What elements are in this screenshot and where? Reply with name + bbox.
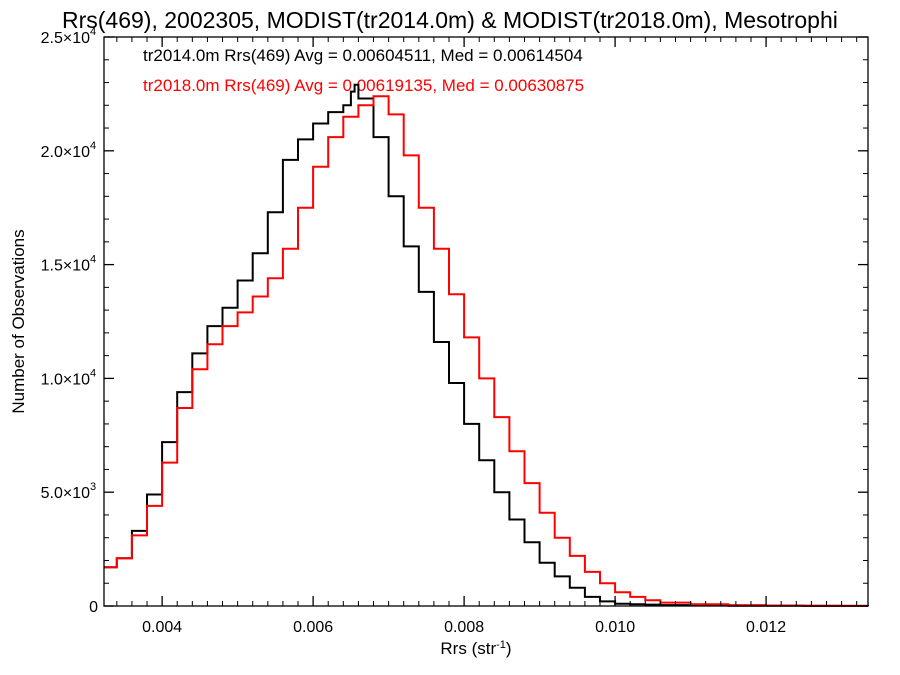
- y-tick-exponent: 4: [90, 254, 96, 266]
- legend-entry-tr2014: tr2014.0m Rrs(469) Avg = 0.00604511, Med…: [143, 46, 583, 65]
- y-tick-label: 2.0×10: [41, 144, 90, 161]
- legend: tr2014.0m Rrs(469) Avg = 0.00604511, Med…: [143, 46, 584, 95]
- series-layer: [104, 83, 869, 607]
- y-tick-label: 2.5×10: [41, 30, 90, 47]
- x-axis-label: Rrs (str-1): [440, 639, 511, 658]
- y-tick-label: 0: [89, 599, 98, 616]
- y-tick-exponent: 4: [90, 140, 96, 152]
- plot-frame: [103, 36, 869, 607]
- x-tick-label: 0.012: [746, 619, 786, 636]
- x-axis-label-close: ): [506, 639, 512, 658]
- x-tick-label: 0.006: [293, 619, 333, 636]
- y-tick-label: 5.0×10: [41, 485, 90, 502]
- series-tr2018-line: [104, 95, 868, 607]
- y-axis: 05.0×10 31.0×10 41.5×10 42.0×10 42.5×10 4: [41, 26, 868, 616]
- x-tick-label: 0.010: [595, 619, 635, 636]
- x-axis-label-main: Rrs (str: [440, 639, 496, 658]
- chart-title: Rrs(469), 2002305, MODIST(tr2014.0m) & M…: [62, 7, 838, 33]
- series-tr2014-line: [104, 83, 869, 607]
- y-tick-label: 1.5×10: [41, 258, 90, 275]
- x-tick-label: 0.004: [142, 619, 182, 636]
- legend-entry-tr2018: tr2018.0m Rrs(469) Avg = 0.00619135, Med…: [143, 76, 584, 95]
- y-tick-label: 1.0×10: [41, 371, 90, 388]
- y-tick-exponent: 4: [90, 367, 96, 379]
- y-tick-exponent: 4: [90, 26, 96, 38]
- y-axis-label: Number of Observations: [9, 229, 28, 413]
- x-axis: 0.004 0.006 0.008 0.010 0.012: [116, 37, 858, 636]
- x-tick-label: 0.008: [444, 619, 484, 636]
- y-tick-exponent: 3: [90, 481, 96, 493]
- x-axis-label-sup: -1: [496, 639, 506, 651]
